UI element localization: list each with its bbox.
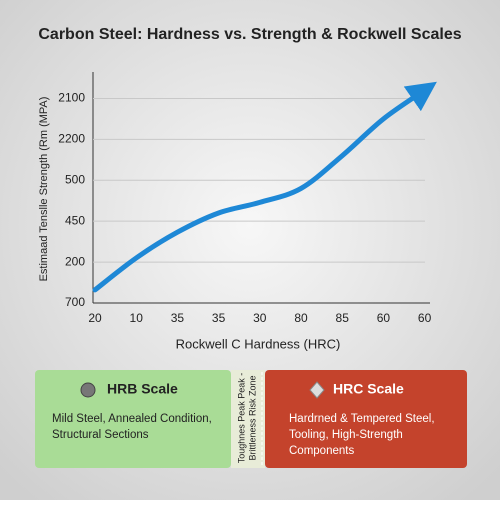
x-tick-label: 35	[171, 311, 185, 325]
hrc-text: Hardrned & Tempered Steel,	[289, 413, 435, 425]
y-axis-label: Estimaad Tenslle Strength (Rm (MPA)	[38, 97, 50, 282]
zone-text: Toughnes Peak Peak -	[236, 373, 246, 464]
x-tick-label: 10	[130, 311, 144, 325]
x-axis-label: Rockwell C Hardness (HRC)	[176, 336, 341, 351]
x-tick-label: 60	[377, 311, 391, 325]
y-tick-label: 700	[65, 295, 85, 309]
x-tick-label: 60	[418, 311, 432, 325]
hrc-icon	[309, 381, 325, 399]
hrb-title: HRB Scale	[107, 381, 178, 397]
y-tick-label: 2200	[58, 132, 85, 146]
hrc-title: HRC Scale	[333, 381, 404, 397]
hrc-text: Tooling, High-Strength	[289, 429, 403, 441]
hrb-text: Structural Sections	[52, 429, 149, 441]
x-tick-label: 35	[212, 311, 226, 325]
hrb-icon	[80, 382, 96, 398]
x-tick-label: 85	[336, 311, 350, 325]
zone-text: Brittleness Risk Zone	[247, 375, 257, 460]
y-tick-label: 450	[65, 213, 85, 227]
x-tick-label: 30	[253, 311, 267, 325]
y-tick-label: 2100	[58, 91, 85, 105]
x-tick-label: 20	[88, 311, 102, 325]
zone-strip	[231, 370, 265, 468]
hrc-text: Components	[289, 445, 354, 457]
hrb-text: Mild Steel, Annealed Condition,	[52, 413, 212, 425]
x-tick-label: 80	[294, 311, 308, 325]
line	[92, 81, 437, 293]
chart-title: Carbon Steel: Hardness vs. Strength & Ro…	[38, 26, 461, 43]
y-tick-label: 200	[65, 254, 85, 268]
y-tick-label: 500	[65, 172, 85, 186]
